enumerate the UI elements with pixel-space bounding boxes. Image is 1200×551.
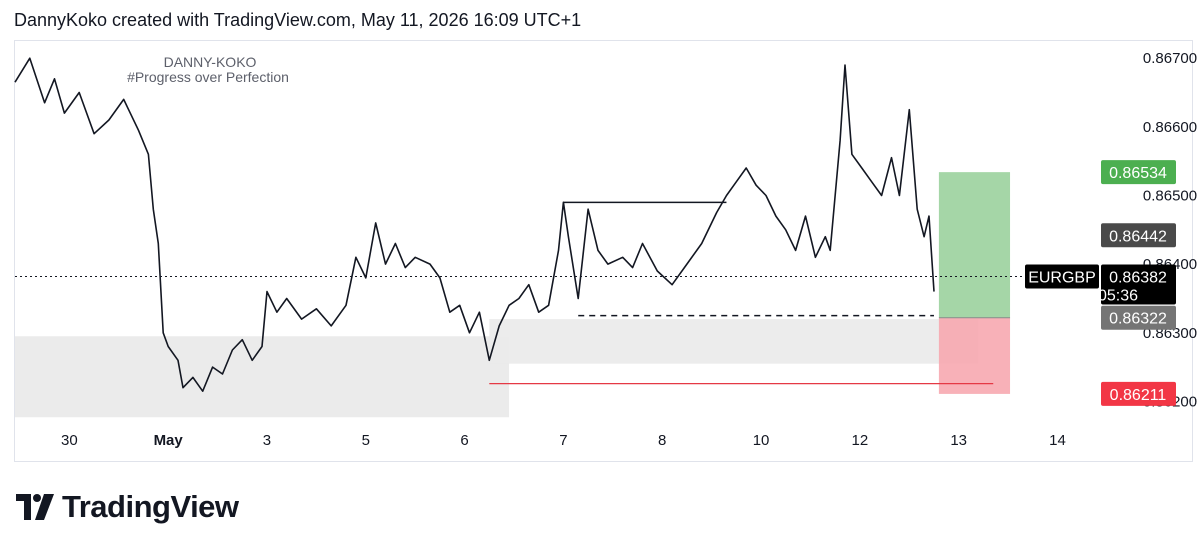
zone-left [15,336,510,418]
x-tick-label: 7 [559,432,567,449]
x-tick-label: 30 [61,432,78,449]
x-tick-label: May [154,432,184,449]
y-tick-label: 0.86600 [1143,119,1197,136]
x-tick-label: 12 [852,432,869,449]
price-tag-target [1101,160,1176,185]
y-tick-label: 0.86700 [1143,50,1197,67]
price-tag-entry [1101,305,1176,330]
x-tick-label: 10 [753,432,770,449]
profit-zone[interactable] [938,172,1011,318]
x-tick-label: 3 [263,432,271,449]
price-tag-target-label: 0.86534 [1109,165,1167,182]
watermark-title: DANNY-KOKO [164,54,257,70]
price-tag-stop-label: 0.86211 [1110,387,1167,404]
tradingview-logo: TradingView [16,489,239,524]
price-series-line [14,57,935,393]
price-tag-current [1101,264,1176,305]
countdown-label: 05:36 [1098,288,1138,305]
tradingview-logo-icon [16,494,54,520]
chart-caption: DannyKoko created with TradingView.com, … [14,10,582,30]
symbol-tag-label: EURGBP [1028,270,1096,287]
loss-zone[interactable] [938,317,1011,394]
price-tag-entry-label: 0.86322 [1109,311,1167,328]
symbol-tag [1025,264,1099,289]
price-tag-current-label: 0.86382 [1109,270,1167,287]
y-tick-label: 0.86500 [1143,187,1197,204]
price-tag-prior-label: 0.86442 [1109,228,1167,245]
x-tick-label: 13 [950,432,967,449]
tradingview-wordmark: TradingView [62,489,239,524]
x-tick-label: 8 [658,432,666,449]
price-tag-stop [1101,381,1176,406]
x-tick-label: 14 [1049,432,1066,449]
watermark-subtitle: #Progress over Perfection [127,69,289,85]
zone-mid [489,319,979,364]
chart-frame [14,40,1193,462]
x-tick-label: 5 [362,432,370,449]
x-tick-label: 6 [460,432,468,449]
price-tag-prior [1101,223,1176,248]
